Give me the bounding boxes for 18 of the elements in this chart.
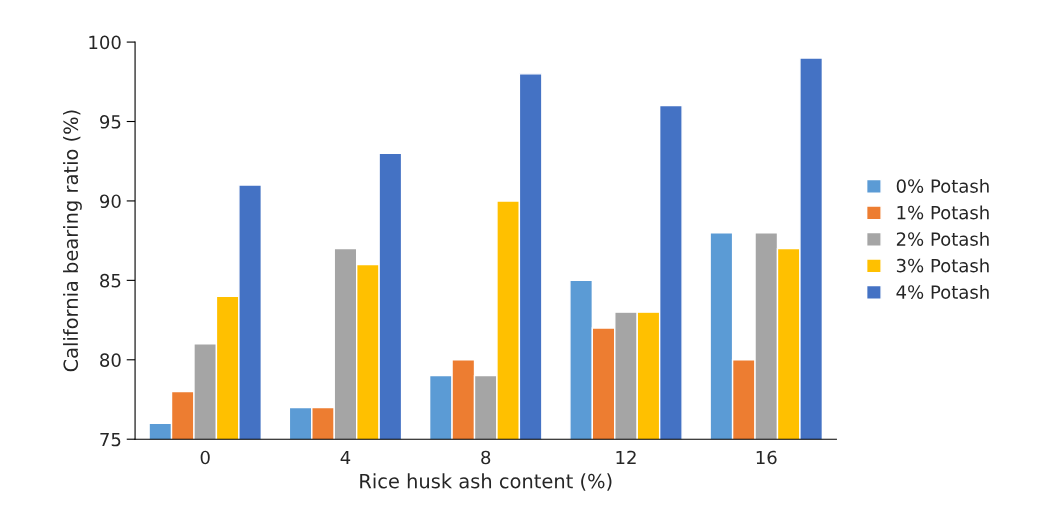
x-tick-label: 0	[200, 450, 210, 465]
y-axis-title: California bearing ratio (%)	[63, 110, 82, 372]
legend-label: 3% Potash	[896, 258, 989, 273]
y-tick-label: 85	[100, 273, 121, 288]
legend-label: 1% Potash	[897, 205, 989, 220]
y-tick-label: 90	[100, 194, 121, 209]
x-tick-label: 4	[340, 450, 351, 465]
x-tick-label: 8	[481, 450, 491, 465]
y-tick-label: 75	[100, 432, 121, 447]
legend-label: 2% Potash	[896, 231, 989, 246]
y-tick-label: 100	[89, 35, 121, 50]
y-tick-label: 95	[100, 114, 121, 129]
x-tick-label: 12	[616, 450, 636, 465]
y-tick-label: 80	[100, 353, 121, 367]
legend-label: 0% Potash	[896, 178, 989, 193]
x-axis-title: Rice husk ash content (%)	[360, 473, 612, 491]
legend-label: 4% Potash	[896, 284, 989, 299]
x-tick-label: 16	[756, 450, 777, 465]
